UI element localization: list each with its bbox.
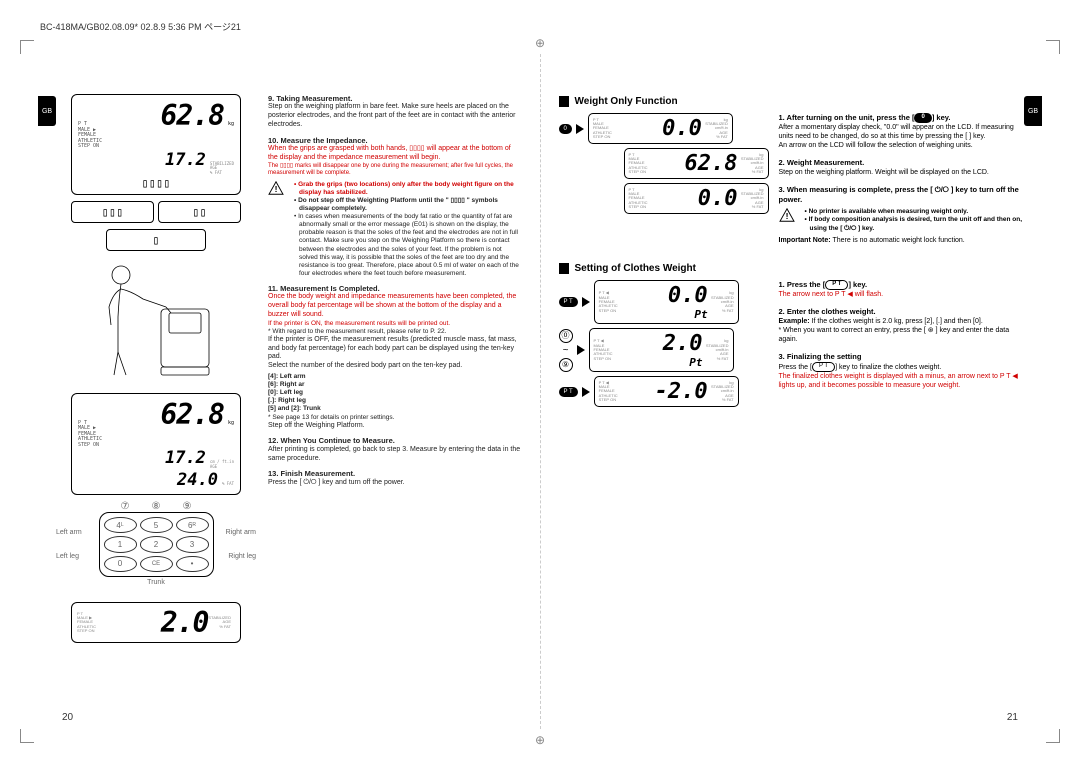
arrow-icon bbox=[576, 124, 584, 134]
lcd-display-1: P T MALE ▶ FEMALE ATHLETIC STEP ON 62.8 … bbox=[71, 94, 241, 195]
crop-mark bbox=[1046, 729, 1060, 743]
lcd-mini: P T ◀MALEFEMALEATHLETICSTEP ON -2.0 kgST… bbox=[594, 376, 739, 407]
step-heading: 3. Finalizing the setting bbox=[779, 352, 1025, 362]
warn-bullet: • In cases when measurements of the body… bbox=[294, 213, 522, 278]
page-number: 20 bbox=[62, 712, 73, 723]
svg-text:!: ! bbox=[785, 211, 788, 221]
step-heading: 9. Taking Measurement. bbox=[268, 94, 522, 103]
arrow-icon bbox=[582, 387, 590, 397]
page-spread: GB 20 P T MALE ▶ FEMALE ATHLETIC STEP ON… bbox=[38, 54, 1042, 729]
warn-bullet: • Grab the grips (two locations) only af… bbox=[294, 181, 522, 197]
lcd-display-4: P T MALE ▶ FEMALE ATHLETIC STEP ON 62.8 … bbox=[71, 393, 241, 495]
warning-block: ! • No printer is available when measuri… bbox=[779, 208, 1025, 233]
section-heading: Setting of Clothes Weight bbox=[559, 263, 1025, 274]
step-heading: 2. Enter the clothes weight. bbox=[779, 307, 1025, 317]
arrow-icon bbox=[577, 345, 585, 355]
registration-mark: ⊕ bbox=[535, 36, 545, 50]
weight-only-section: 0 P TMALEFEMALEATHLETICSTEP ON 0.0 kgSTA… bbox=[559, 113, 1025, 253]
page-21: GB 21 Weight Only Function 0 P TMALEFEMA… bbox=[541, 54, 1043, 729]
step-text-red: When the grips are grasped with both han… bbox=[268, 145, 522, 163]
step-heading: 10. Measure the Impedance. bbox=[268, 136, 522, 145]
step-heading: 3. When measuring is complete, press the… bbox=[779, 185, 1025, 205]
step-heading: 13. Finish Measurement. bbox=[268, 469, 522, 478]
keypad-diagram: Left arm Right arm Left leg Right leg Tr… bbox=[56, 501, 256, 596]
lcd-display-3: ▯ bbox=[106, 229, 206, 251]
lcd-mini: P T ◀MALEFEMALEATHLETICSTEP ON 0.0Pt kgS… bbox=[594, 280, 739, 324]
warning-icon: ! bbox=[779, 208, 795, 222]
section-heading: Weight Only Function bbox=[559, 96, 1025, 107]
clothes-weight-section: P T P T ◀MALEFEMALEATHLETICSTEP ON 0.0Pt… bbox=[559, 280, 1025, 407]
crop-mark bbox=[20, 40, 34, 54]
lcd-mini: P TMALEFEMALEATHLETICSTEP ON 0.0 kgSTABI… bbox=[588, 113, 733, 144]
registration-mark: ⊕ bbox=[535, 733, 545, 747]
person-on-scale-illustration bbox=[71, 257, 241, 387]
crop-mark bbox=[20, 729, 34, 743]
crop-mark bbox=[1046, 40, 1060, 54]
step-note-red: The ▯▯▯▯ marks will disappear one by one… bbox=[268, 163, 522, 178]
lcd-display-5: P T MALE ▶ FEMALE ATHLETIC STEP ON 2.0 S… bbox=[71, 602, 241, 643]
arrow-icon bbox=[582, 297, 590, 307]
warn-bullet: • Do not step off the Weighting Platform… bbox=[294, 197, 522, 213]
warning-block: ! • Grab the grips (two locations) only … bbox=[268, 181, 522, 279]
lcd-mini: P TMALEFEMALEATHLETICSTEP ON 62.8 kgSTAB… bbox=[624, 148, 769, 179]
key-pill: 0 bbox=[559, 124, 572, 134]
page-number: 21 bbox=[1007, 712, 1018, 723]
step-text-red: Once the body weight and impedance measu… bbox=[268, 293, 522, 319]
illustration-column: P T MALE ▶ FEMALE ATHLETIC STEP ON 62.8 … bbox=[56, 94, 256, 705]
number-range: ⓪ ~ ⑨ bbox=[559, 329, 573, 372]
warning-icon: ! bbox=[268, 181, 284, 195]
instruction-column: 9. Taking Measurement. Step on the weigh… bbox=[268, 94, 522, 705]
step-heading: 1. After turning on the unit, press the … bbox=[779, 113, 951, 122]
step-heading: 12. When You Continue to Measure. bbox=[268, 436, 522, 445]
lang-tab: GB bbox=[38, 96, 56, 126]
step-heading: 11. Measurement Is Completed. bbox=[268, 284, 522, 293]
lang-tab: GB bbox=[1024, 96, 1042, 126]
svg-text:!: ! bbox=[275, 183, 278, 193]
key-pill: P T bbox=[559, 297, 578, 307]
step-text: Step on the weighing platform in bare fe… bbox=[268, 103, 522, 129]
key-pill: P T bbox=[559, 387, 578, 397]
lcd-mini: P T ◀MALEFEMALEATHLETICSTEP ON 2.0Pt kgS… bbox=[589, 328, 734, 372]
step-heading: 1. Press the [P T] key. bbox=[779, 280, 868, 289]
lcd-mini: P TMALEFEMALEATHLETICSTEP ON 0.0 kgSTABI… bbox=[624, 183, 769, 214]
lcd-display-2: ▯▯▯ ▯▯ bbox=[71, 201, 241, 223]
print-header: BC-418MA/GB02.08.09* 02.8.9 5:36 PM ページ2… bbox=[40, 20, 241, 33]
page-20: GB 20 P T MALE ▶ FEMALE ATHLETIC STEP ON… bbox=[38, 54, 541, 729]
step-heading: 2. Weight Measurement. bbox=[779, 158, 1025, 168]
